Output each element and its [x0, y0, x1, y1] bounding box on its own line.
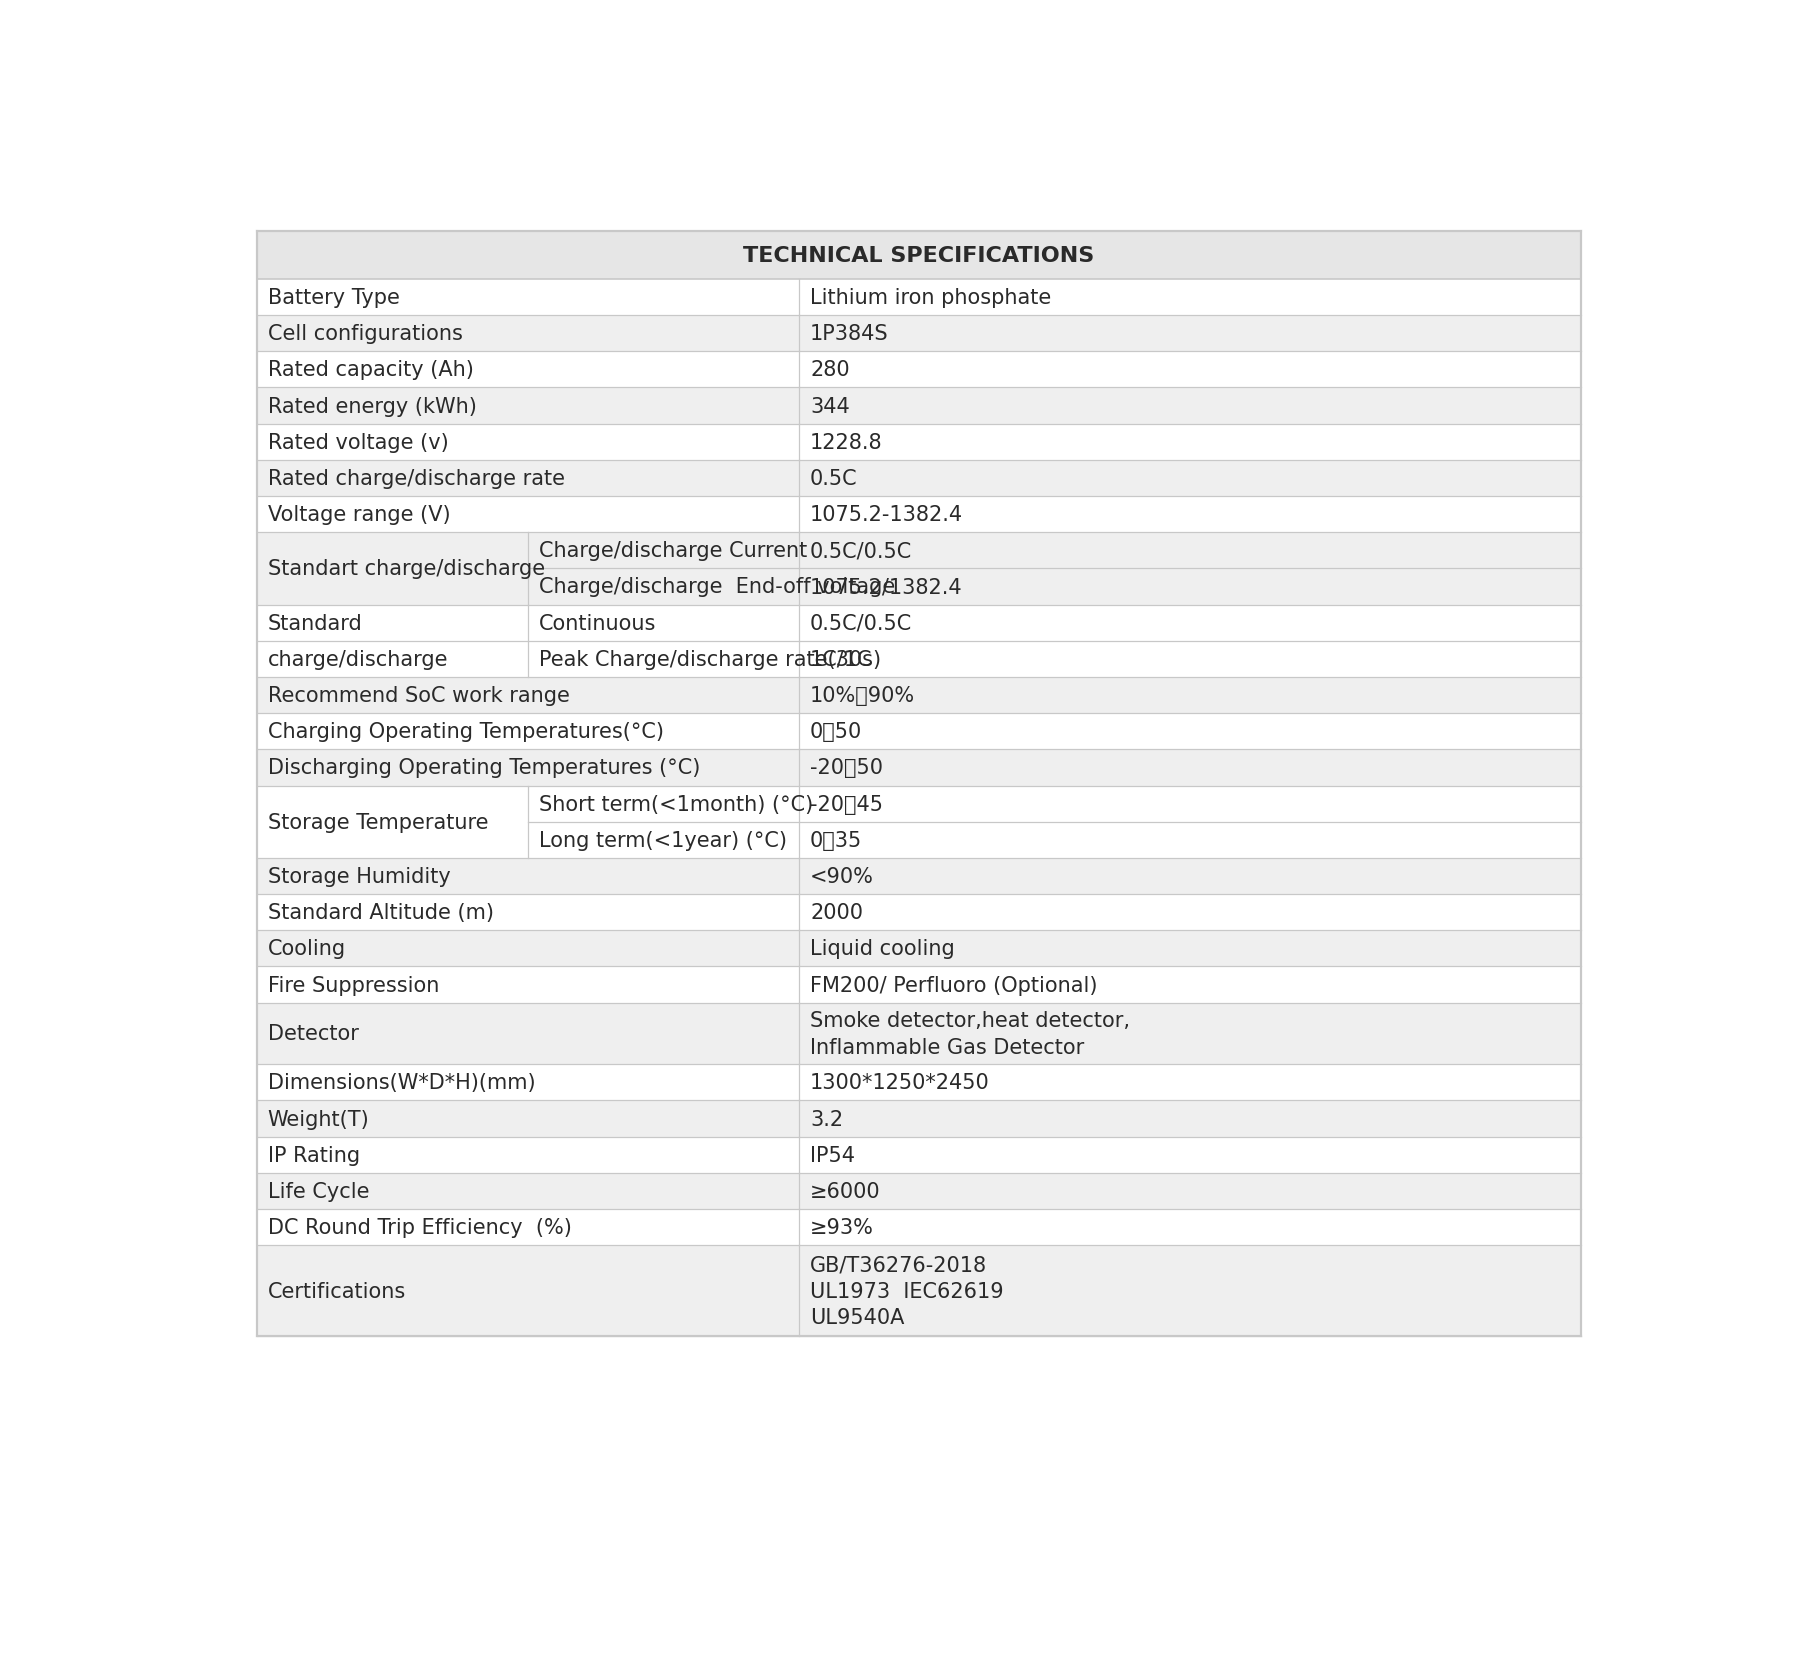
- Text: Charging Operating Temperatures(°C): Charging Operating Temperatures(°C): [267, 722, 663, 742]
- Text: Rated charge/discharge rate: Rated charge/discharge rate: [267, 469, 565, 489]
- Text: Standart charge/discharge: Standart charge/discharge: [267, 559, 545, 579]
- Bar: [256, 280, 1581, 316]
- Text: Rated capacity (Ah): Rated capacity (Ah): [267, 359, 473, 379]
- Text: 1075.2-1382.4: 1075.2-1382.4: [810, 504, 963, 524]
- Bar: [256, 930, 1581, 967]
- Text: Continuous: Continuous: [538, 614, 656, 634]
- Bar: [256, 1102, 1581, 1137]
- Text: Fire Suppression: Fire Suppression: [267, 975, 439, 995]
- Text: Dimensions(W*D*H)(mm): Dimensions(W*D*H)(mm): [267, 1073, 534, 1093]
- Text: Standard: Standard: [267, 614, 362, 634]
- Text: 0～50: 0～50: [810, 722, 862, 742]
- Bar: [256, 1210, 1581, 1245]
- Text: Battery Type: Battery Type: [267, 288, 400, 308]
- Text: 344: 344: [810, 396, 850, 416]
- Text: -20～50: -20～50: [810, 759, 882, 779]
- Text: 1P384S: 1P384S: [810, 324, 889, 344]
- Bar: [256, 859, 1581, 895]
- Bar: [256, 785, 1581, 859]
- Text: Certifications: Certifications: [267, 1281, 405, 1301]
- Bar: [256, 750, 1581, 785]
- Text: 0～35: 0～35: [810, 830, 862, 850]
- Text: 10%～90%: 10%～90%: [810, 686, 914, 706]
- Text: 1300*1250*2450: 1300*1250*2450: [810, 1073, 990, 1093]
- Text: 0.5C/0.5C: 0.5C/0.5C: [810, 541, 913, 561]
- Text: Long term(<1year) (°C): Long term(<1year) (°C): [538, 830, 787, 850]
- Text: FM200/ Perfluoro (Optional): FM200/ Perfluoro (Optional): [810, 975, 1097, 995]
- Bar: [256, 606, 1581, 677]
- Text: <90%: <90%: [810, 867, 873, 887]
- Bar: [256, 1173, 1581, 1210]
- Text: Smoke detector,heat detector,
Inflammable Gas Detector: Smoke detector,heat detector, Inflammabl…: [810, 1010, 1130, 1057]
- Text: Peak Charge/discharge rate(30s): Peak Charge/discharge rate(30s): [538, 649, 880, 669]
- Bar: [256, 316, 1581, 353]
- Text: 1075.2/1382.4: 1075.2/1382.4: [810, 577, 963, 597]
- Text: 280: 280: [810, 359, 850, 379]
- Bar: [256, 1065, 1581, 1102]
- Bar: [256, 353, 1581, 388]
- Text: Short term(<1month) (°C): Short term(<1month) (°C): [538, 794, 812, 814]
- Text: IP54: IP54: [810, 1145, 855, 1165]
- Text: Rated energy (kWh): Rated energy (kWh): [267, 396, 477, 416]
- Text: IP Rating: IP Rating: [267, 1145, 360, 1165]
- Text: Cooling: Cooling: [267, 938, 346, 958]
- Bar: [256, 1137, 1581, 1173]
- Text: 3.2: 3.2: [810, 1108, 843, 1128]
- Text: Storage Humidity: Storage Humidity: [267, 867, 450, 887]
- Bar: [256, 1245, 1581, 1336]
- Text: ≥93%: ≥93%: [810, 1218, 873, 1238]
- Text: DC Round Trip Efficiency  (%): DC Round Trip Efficiency (%): [267, 1218, 572, 1238]
- Bar: [256, 498, 1581, 532]
- Bar: [256, 1003, 1581, 1065]
- Text: charge/discharge: charge/discharge: [267, 649, 448, 669]
- Bar: [256, 532, 1581, 606]
- Text: Detector: Detector: [267, 1023, 359, 1043]
- Bar: [256, 967, 1581, 1003]
- Bar: [256, 461, 1581, 498]
- Text: 1C/1C: 1C/1C: [810, 649, 873, 669]
- Text: TECHNICAL SPECIFICATIONS: TECHNICAL SPECIFICATIONS: [744, 246, 1094, 266]
- Bar: [256, 895, 1581, 930]
- Text: Voltage range (V): Voltage range (V): [267, 504, 450, 524]
- Text: GB/T36276-2018
UL1973  IEC62619
UL9540A: GB/T36276-2018 UL1973 IEC62619 UL9540A: [810, 1255, 1004, 1328]
- Text: Cell configurations: Cell configurations: [267, 324, 463, 344]
- Bar: [256, 677, 1581, 714]
- Text: Recommend SoC work range: Recommend SoC work range: [267, 686, 570, 706]
- Bar: [256, 714, 1581, 750]
- Bar: [256, 231, 1581, 280]
- Text: 0.5C/0.5C: 0.5C/0.5C: [810, 614, 913, 634]
- Text: -20～45: -20～45: [810, 794, 882, 814]
- Text: Discharging Operating Temperatures (°C): Discharging Operating Temperatures (°C): [267, 759, 699, 779]
- Text: Life Cycle: Life Cycle: [267, 1181, 369, 1201]
- Text: 2000: 2000: [810, 902, 862, 922]
- Text: Weight(T): Weight(T): [267, 1108, 369, 1128]
- Text: Standard Altitude (m): Standard Altitude (m): [267, 902, 493, 922]
- Bar: [256, 231, 1581, 1336]
- Text: Charge/discharge Current: Charge/discharge Current: [538, 541, 807, 561]
- Text: Charge/discharge  End-off voltage: Charge/discharge End-off voltage: [538, 577, 895, 597]
- Bar: [256, 424, 1581, 461]
- Text: 0.5C: 0.5C: [810, 469, 857, 489]
- Text: ≥6000: ≥6000: [810, 1181, 880, 1201]
- Text: Rated voltage (v): Rated voltage (v): [267, 433, 448, 453]
- Text: Liquid cooling: Liquid cooling: [810, 938, 956, 958]
- Text: Storage Temperature: Storage Temperature: [267, 812, 488, 832]
- Bar: [256, 388, 1581, 424]
- Text: Lithium iron phosphate: Lithium iron phosphate: [810, 288, 1051, 308]
- Text: 1228.8: 1228.8: [810, 433, 882, 453]
